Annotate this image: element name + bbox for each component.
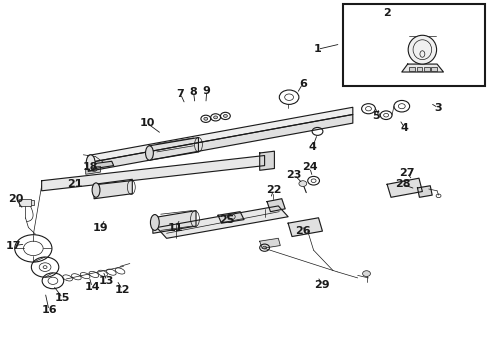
Ellipse shape (408, 35, 437, 64)
Ellipse shape (92, 183, 100, 197)
Bar (424, 67, 430, 71)
Text: 4: 4 (401, 123, 409, 133)
Text: 25: 25 (219, 215, 234, 225)
Polygon shape (153, 211, 196, 233)
Bar (343, 4, 485, 86)
Text: 19: 19 (93, 222, 108, 233)
Polygon shape (218, 212, 244, 223)
Text: 15: 15 (55, 293, 71, 303)
Text: 27: 27 (399, 168, 415, 178)
Text: 24: 24 (302, 162, 318, 172)
Polygon shape (260, 238, 280, 248)
Circle shape (299, 181, 307, 186)
Text: 29: 29 (315, 280, 330, 290)
Polygon shape (88, 107, 353, 163)
Text: 2: 2 (383, 8, 391, 18)
Bar (19, 199, 31, 206)
Text: 28: 28 (395, 179, 411, 189)
Circle shape (223, 114, 227, 117)
Text: 21: 21 (67, 179, 82, 189)
Text: 6: 6 (299, 78, 307, 89)
Text: 3: 3 (435, 103, 442, 113)
Polygon shape (267, 199, 285, 212)
Text: 9: 9 (203, 86, 211, 96)
Text: 8: 8 (190, 87, 197, 97)
Text: 16: 16 (41, 305, 57, 315)
Text: 18: 18 (83, 162, 98, 172)
Polygon shape (88, 114, 353, 171)
Text: 13: 13 (99, 276, 115, 286)
Circle shape (363, 271, 370, 276)
Bar (431, 67, 437, 71)
Ellipse shape (146, 146, 153, 160)
Text: 22: 22 (266, 185, 281, 195)
Polygon shape (42, 156, 265, 191)
Text: 17: 17 (6, 240, 22, 251)
Polygon shape (260, 151, 274, 170)
Polygon shape (402, 64, 443, 72)
Polygon shape (387, 178, 422, 197)
Polygon shape (157, 206, 288, 238)
Polygon shape (149, 138, 198, 160)
Text: 4: 4 (309, 142, 317, 152)
Text: 7: 7 (176, 89, 184, 99)
Circle shape (214, 116, 218, 119)
Text: 20: 20 (8, 194, 24, 204)
Ellipse shape (150, 215, 159, 230)
Text: 1: 1 (314, 44, 321, 54)
Ellipse shape (86, 155, 95, 171)
Text: 14: 14 (84, 282, 100, 292)
Polygon shape (288, 218, 322, 237)
Polygon shape (94, 179, 132, 199)
Text: 10: 10 (139, 118, 155, 128)
Polygon shape (93, 161, 114, 168)
Circle shape (204, 117, 208, 120)
Bar (416, 67, 422, 71)
Bar (409, 67, 415, 71)
Text: 11: 11 (168, 222, 183, 233)
Text: 5: 5 (372, 111, 380, 121)
Text: 12: 12 (115, 285, 130, 295)
Polygon shape (417, 186, 432, 197)
Text: 23: 23 (286, 170, 302, 180)
Text: 26: 26 (295, 226, 311, 236)
Polygon shape (86, 166, 100, 174)
Bar (24, 200, 34, 205)
